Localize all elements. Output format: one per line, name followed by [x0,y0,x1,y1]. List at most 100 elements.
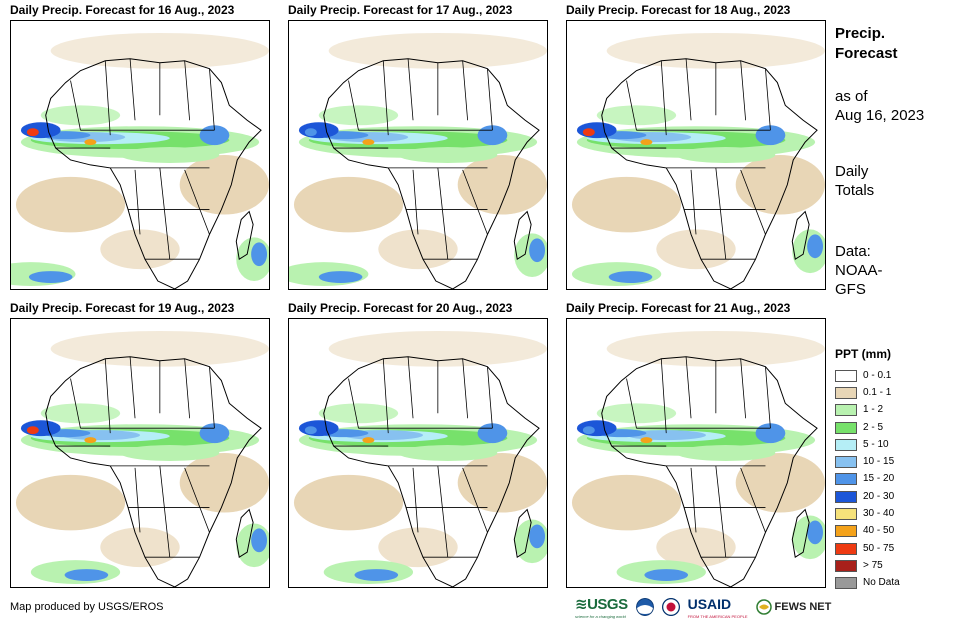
precip-band [304,128,317,137]
legend-item: 10 - 15 [835,453,900,470]
africa-map-graphic [293,330,547,587]
precip-map [288,318,548,588]
legend-label: 30 - 40 [863,508,895,520]
precip-band [20,420,61,437]
legend-swatch [835,404,857,417]
legend-swatch [835,577,857,590]
legend-title: PPT (mm) [835,347,892,361]
logo-strip: ≋USGS science for a changing world USAID… [575,595,832,620]
totals-line-2: Totals [835,182,875,199]
usgs-logo-tagline: science for a changing world [575,614,626,619]
dry-patch [179,155,269,215]
precip-band [640,139,653,146]
precip-band [304,426,317,435]
dry-patch [293,176,404,233]
credit-text: Map produced by USGS/EROS [10,601,164,613]
panel-title: Daily Precip. Forecast for 20 Aug., 2023 [288,301,513,315]
precip-map [566,20,826,290]
country-borders [611,58,771,260]
legend-swatch [835,490,857,503]
precip-band [676,147,776,163]
sidebar-title: Precip. Forecast [835,24,898,64]
precip-band [354,569,399,582]
precip-band [807,234,824,259]
legend-label: No Data [863,577,900,589]
dry-patch [457,453,547,513]
precip-band [251,528,268,553]
title-line-1: Precip. [835,25,886,42]
dry-patch [606,330,825,367]
data-line-2: NOAA- [835,262,883,279]
dry-patch [328,330,547,367]
legend-swatch [835,542,857,555]
continent-outline [45,58,262,289]
legend-item: 20 - 30 [835,488,900,505]
dry-patch [100,229,180,270]
precip-band [576,420,617,437]
dry-patch [378,229,458,270]
legend-item: > 75 [835,557,900,574]
precip-band [318,403,399,424]
precip-band [807,520,824,545]
continent-outline [601,58,818,289]
precip-band [84,139,97,146]
country-borders [611,356,771,558]
legend-swatch [835,369,857,382]
dry-patch [15,176,126,233]
precip-band [362,139,375,146]
continent-outline [601,356,818,587]
precip-band [26,426,39,435]
madagascar-outline [235,210,254,261]
dry-patch [378,527,458,568]
legend-label: 40 - 50 [863,525,895,537]
precip-band [84,437,97,444]
africa-map-graphic [289,32,547,289]
legend-item: 0.1 - 1 [835,384,900,401]
legend-item: No Data [835,575,900,592]
africa-map-graphic [571,330,825,587]
data-line-3: GFS [835,281,866,298]
precip-band [362,437,375,444]
legend-label: 5 - 10 [863,438,889,450]
title-line-2: Forecast [835,45,898,62]
legend-label: > 75 [863,559,883,571]
legend-rows: 0 - 0.1 0.1 - 1 1 - 2 2 - 5 5 - 10 10 - 15 15 … [835,367,900,592]
precip-band [676,445,776,461]
precip-map [566,318,826,588]
legend-label: 50 - 75 [863,542,895,554]
sidebar-totals: Daily Totals [835,162,874,200]
dry-patch [50,32,269,69]
precip-band [582,128,595,137]
continent-outline [323,58,540,289]
madagascar-outline [513,508,532,559]
panel-title: Daily Precip. Forecast for 19 Aug., 2023 [10,301,235,315]
legend-item: 2 - 5 [835,419,900,436]
dry-patch [735,453,825,513]
fews-net-logo-text: FEWS NET [774,601,832,613]
precip-band [529,524,546,549]
legend-label: 2 - 5 [863,421,884,433]
precip-band [318,271,363,284]
panel-title: Daily Precip. Forecast for 16 Aug., 2023 [10,3,235,17]
legend-item: 50 - 75 [835,540,900,557]
precip-band [298,420,339,437]
africa-map-graphic [15,330,269,587]
precip-band [529,238,546,263]
precip-band [640,437,653,444]
dry-patch [15,474,126,531]
madagascar-outline [791,508,810,559]
madagascar-outline [791,210,810,261]
legend: PPT (mm) 0 - 0.1 0.1 - 1 1 - 2 2 - 5 5 - 10 1… [835,347,900,592]
precip-band [644,569,689,582]
dry-patch [735,155,825,215]
usaid-logo-text: USAID [687,595,732,612]
africa-map-graphic [11,32,269,289]
precip-map [10,318,270,588]
legend-label: 20 - 30 [863,490,895,502]
precip-band [596,105,677,126]
sidebar-date: as of Aug 16, 2023 [835,87,924,125]
legend-swatch [835,421,857,434]
precip-map [288,20,548,290]
precip-band [28,271,73,284]
dry-patch [100,527,180,568]
